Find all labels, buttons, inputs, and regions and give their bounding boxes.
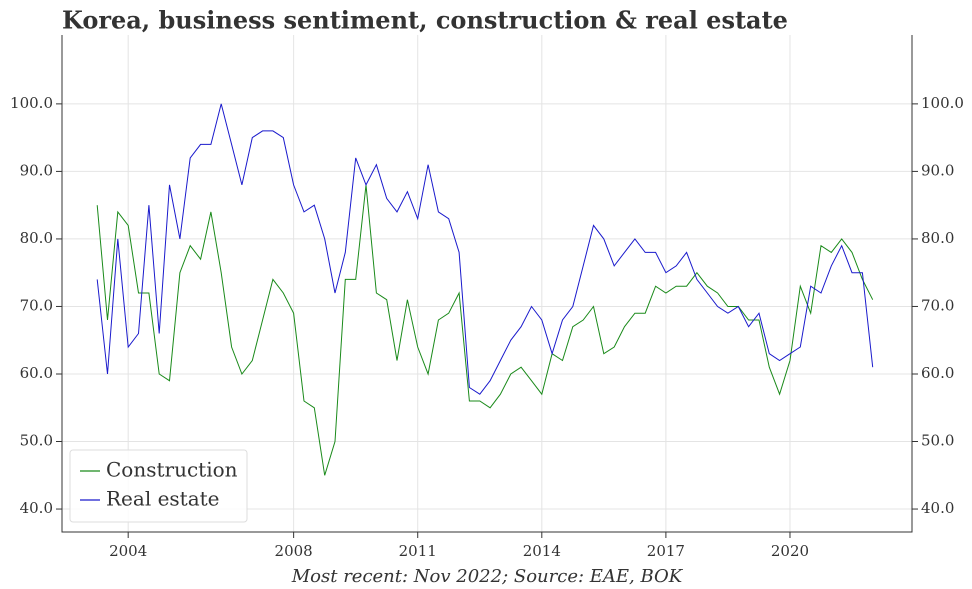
legend-label: Construction	[106, 458, 238, 482]
legend-label: Real estate	[106, 487, 220, 511]
y2-tick-label: 40.0	[921, 499, 954, 517]
x-tick-label: 2020	[771, 542, 809, 560]
x-tick-label: 2004	[109, 542, 147, 560]
caption: Most recent: Nov 2022; Source: EAE, BOK	[291, 566, 684, 587]
x-tick-label: 2017	[647, 542, 685, 560]
y-tick-label: 50.0	[20, 432, 53, 450]
y2-tick-label: 80.0	[921, 229, 954, 247]
legend-box	[69, 449, 248, 523]
y-tick-label: 60.0	[20, 364, 53, 382]
axis-frame	[61, 35, 913, 533]
y2-tick-label: 70.0	[921, 296, 954, 314]
x-tick-label: 2014	[523, 542, 561, 560]
x-tick-label: 2011	[399, 542, 437, 560]
y2-tick-label: 60.0	[921, 364, 954, 382]
y-tick-label: 70.0	[20, 296, 53, 314]
y-tick-label: 90.0	[20, 161, 53, 179]
chart-title: Korea, business sentiment, construction …	[62, 6, 788, 35]
y-tick-label: 80.0	[20, 229, 53, 247]
line	[96, 184, 874, 476]
line	[96, 103, 874, 395]
y2-tick-label: 90.0	[921, 161, 954, 179]
y2-tick-label: 100.0	[921, 94, 964, 112]
x-tick-label: 2008	[275, 542, 313, 560]
y2-tick-label: 50.0	[921, 432, 954, 450]
y-tick-label: 40.0	[20, 499, 53, 517]
y-tick-label: 100.0	[10, 94, 53, 112]
